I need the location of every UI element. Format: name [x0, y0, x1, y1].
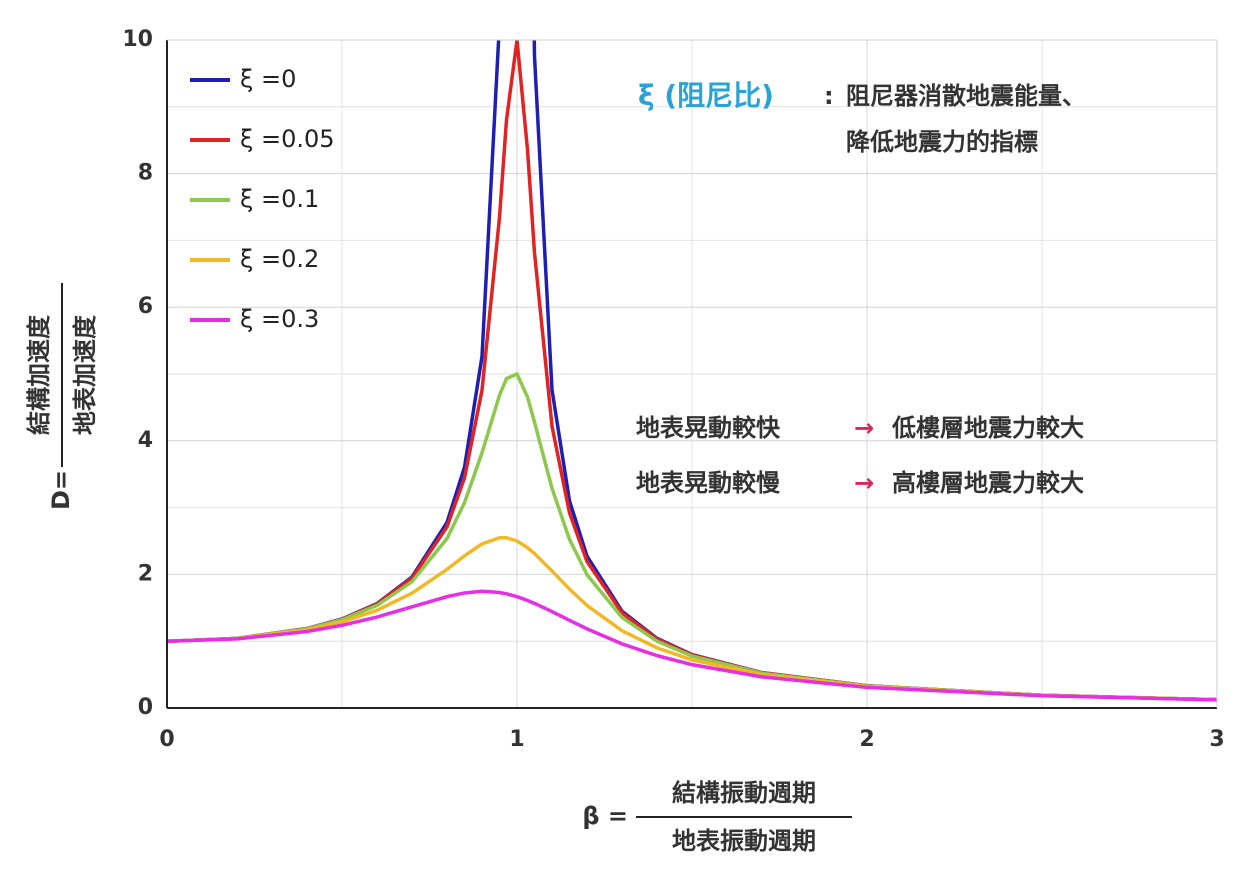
legend-label: ξ =0.2 [240, 245, 319, 273]
colon: : [824, 82, 834, 110]
legend-label: ξ =0 [240, 65, 296, 93]
legend-label: ξ =0.05 [240, 125, 335, 153]
x-tick-label: 2 [859, 727, 874, 752]
y-tick-label: 6 [138, 294, 153, 319]
y-tick-label: 0 [138, 695, 153, 720]
x-axis-label: β = 結構振動週期 地表振動週期 [582, 779, 852, 855]
y-axis-label: D= 結構加速度 地表加速度 [25, 283, 99, 510]
y-tick-label: 4 [138, 428, 153, 453]
y-label-numerator: 結構加速度 [25, 314, 53, 435]
damping-term: ξ (阻尼比) [638, 79, 774, 112]
x-label-numerator: 結構振動週期 [672, 779, 816, 807]
series-line [167, 372, 1217, 702]
annotation-cause: 地表晃動較慢 [636, 469, 781, 497]
y-label-prefix: D= [47, 470, 75, 510]
series-line [167, 535, 1217, 702]
plot-lines [167, 40, 1217, 702]
x-label-denominator: 地表振動週期 [672, 827, 816, 855]
x-tick-label: 1 [509, 727, 524, 752]
y-label-denominator: 地表加速度 [71, 314, 99, 435]
y-tick-label: 8 [138, 161, 153, 186]
annotation-effect: 低樓層地震力較大 [891, 414, 1084, 442]
x-label-prefix: β = [582, 802, 628, 830]
x-tick-label: 3 [1209, 727, 1224, 752]
y-tick-label: 10 [122, 27, 153, 52]
annotation-cause: 地表晃動較快 [636, 414, 781, 442]
damping-desc: 阻尼器消散地震能量、 [846, 82, 1086, 110]
axes: 0 1 2 3 0 2 4 6 8 10 [122, 27, 1224, 752]
series-line [167, 589, 1217, 702]
annotation: ξ (阻尼比) : 阻尼器消散地震能量、 降低地震力的指標 地表晃動較快 → 低… [636, 79, 1086, 497]
annotation-arrow: → [854, 414, 874, 442]
x-tick-label: 0 [159, 727, 174, 752]
y-tick-label: 2 [138, 561, 153, 586]
legend: ξ =0 ξ =0.05 ξ =0.1 ξ =0.2 ξ =0.3 [190, 65, 335, 333]
damping-desc: 降低地震力的指標 [846, 128, 1038, 156]
legend-label: ξ =0.1 [240, 185, 319, 213]
annotation-effect: 高樓層地震力較大 [892, 469, 1084, 497]
annotation-arrow: → [854, 469, 874, 497]
legend-label: ξ =0.3 [240, 305, 319, 333]
